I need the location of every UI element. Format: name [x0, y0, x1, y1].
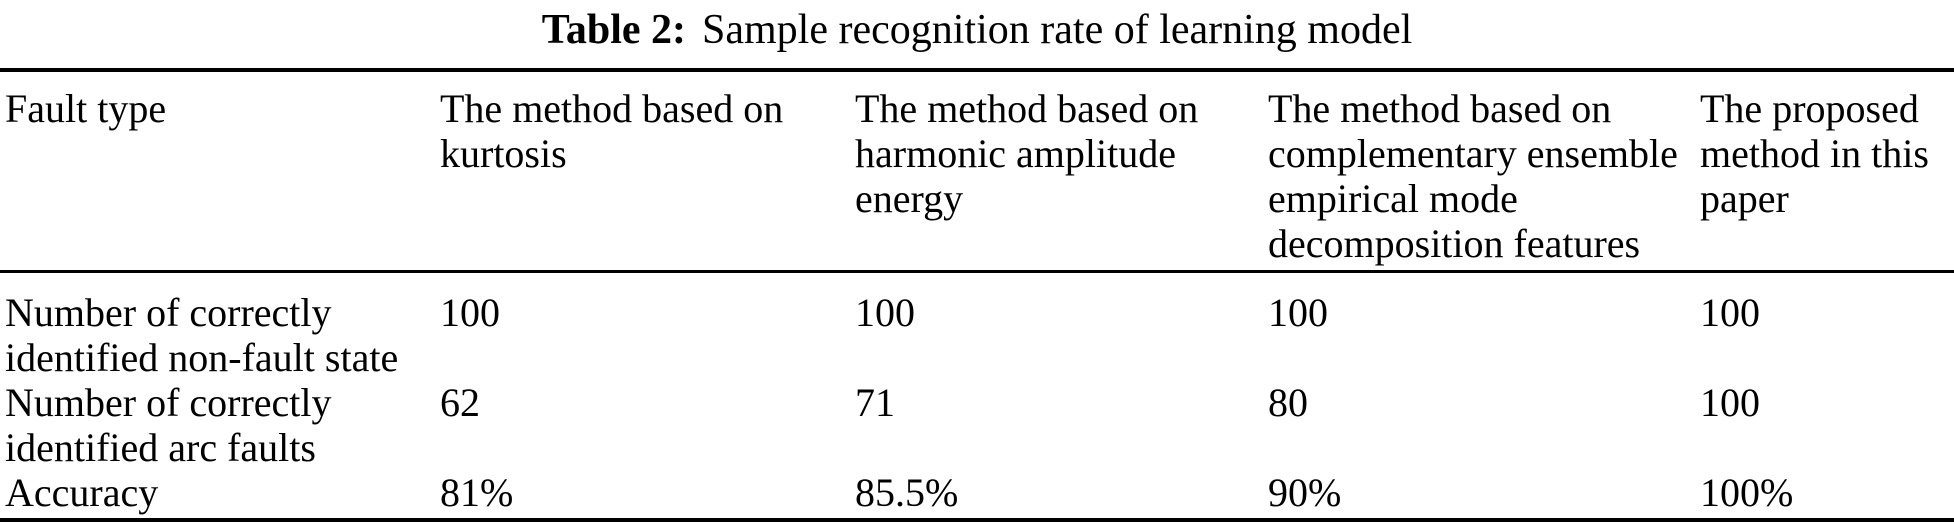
- row-label-accuracy: Accuracy: [5, 470, 159, 515]
- cell-arc-proposed: 100: [1700, 380, 1760, 425]
- col-header-proposed-method: The proposed method in this paper: [1697, 70, 1954, 273]
- row-label-arc-faults: Number of correctly identified arc fault…: [5, 380, 332, 470]
- col-header-harmonic-amplitude-method: The method based on harmonic amplitude e…: [852, 70, 1265, 273]
- cell-non-fault-ceemd: 100: [1268, 290, 1328, 335]
- cell-non-fault-harmonic: 100: [855, 290, 915, 335]
- cell-non-fault-proposed: 100: [1700, 290, 1760, 335]
- table-row-arc-faults: Number of correctly identified arc fault…: [0, 380, 1954, 470]
- cell-non-fault-kurtosis: 100: [440, 290, 500, 335]
- col-header-ceemd-method: The method based on complementary ensemb…: [1265, 70, 1697, 273]
- paper-table-figure: Table 2: Sample recognition rate of learn…: [0, 5, 1954, 522]
- col-header-kurtosis-method: The method based on kurtosis: [437, 70, 852, 273]
- row-label-non-fault-state: Number of correctly identified non-fault…: [5, 290, 399, 380]
- cell-accuracy-proposed: 100%: [1700, 470, 1794, 515]
- col-header-fault-type: Fault type: [0, 70, 437, 273]
- table-caption-label: Table 2:: [541, 7, 687, 53]
- cell-arc-kurtosis: 62: [440, 380, 480, 425]
- cell-arc-ceemd: 80: [1268, 380, 1308, 425]
- recognition-rate-table: Fault type The method based on kurtosis …: [0, 68, 1954, 522]
- cell-accuracy-ceemd: 90%: [1268, 470, 1342, 515]
- table-row-accuracy: Accuracy 81% 85.5% 90% 100%: [0, 470, 1954, 520]
- cell-accuracy-harmonic: 85.5%: [855, 470, 959, 515]
- cell-accuracy-kurtosis: 81%: [440, 470, 514, 515]
- header-row: Fault type The method based on kurtosis …: [0, 70, 1954, 273]
- table-caption-title: Sample recognition rate of learning mode…: [702, 7, 1413, 53]
- cell-arc-harmonic: 71: [855, 380, 895, 425]
- table-row-non-fault-state: Number of correctly identified non-fault…: [0, 272, 1954, 381]
- table-caption: Table 2: Sample recognition rate of learn…: [0, 5, 1954, 55]
